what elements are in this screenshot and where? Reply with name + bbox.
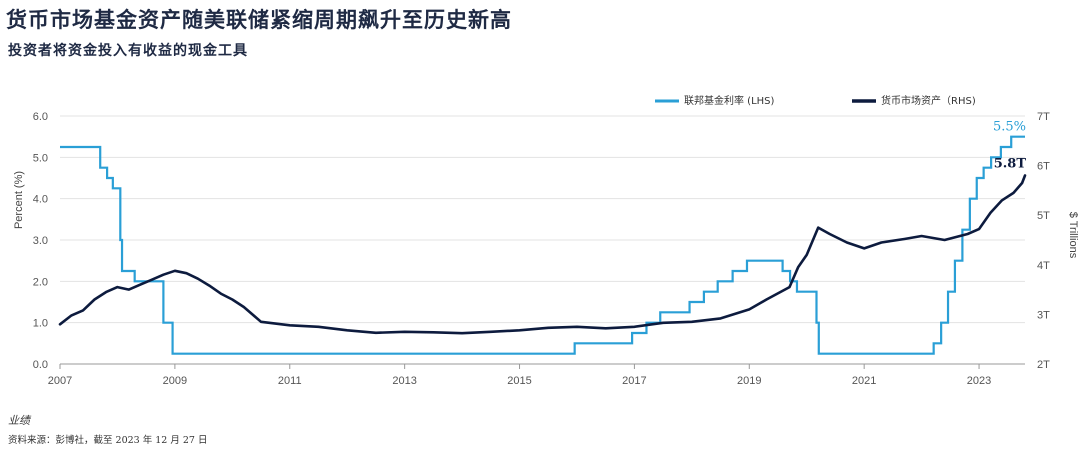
y-tick-right: 3T [1037,309,1050,321]
data-series: 5.5% 5.8T [58,120,1027,355]
y-axis-label-right: $ Trillions [1067,212,1079,259]
page-subtitle: 投资者将资金投入有收益的现金工具 [8,43,248,59]
legend-label-fed: 联邦基金利率 (LHS) [684,94,775,107]
end-label-mmf: 5.8T [994,157,1027,172]
x-tick-label: 2011 [278,375,302,387]
y-tick-left: 2.0 [33,276,48,288]
y-tick-right: 5T [1037,210,1050,222]
y-tick-left: 0.0 [33,359,48,371]
y-tick-left: 6.0 [33,111,48,123]
y-tick-right: 6T [1037,161,1050,173]
y-tick-right: 7T [1037,111,1050,123]
x-tick-label: 2013 [392,375,416,387]
legend-label-mmf: 货币市场资产（RHS) [881,94,976,107]
footer-label: 业绩 [8,414,30,427]
x-tick-label: 2009 [163,375,187,387]
y-axis-label-left: Percent (%) [13,171,25,229]
y-tick-left: 1.0 [33,318,48,330]
grid-lines [59,115,1025,369]
chart: 0.0 1.0 2.0 3.0 4.0 5.0 6.0 2T 3T 4T 5T 6T 7T 2007 200… [13,94,1079,387]
x-tick-label: 2021 [852,375,876,387]
tick-labels: 0.0 1.0 2.0 3.0 4.0 5.0 6.0 2T 3T 4T 5T 6T 7T 2007 200… [33,111,1050,387]
x-tick-label: 2015 [507,375,531,387]
y-tick-left: 4.0 [33,194,48,206]
series-line-fed [60,135,1025,355]
y-tick-right: 4T [1037,260,1050,272]
footer-source: 资料来源：彭博社，截至 2023 年 12 月 27 日 [8,435,208,446]
end-label-fed: 5.5% [993,120,1026,135]
x-tick-label: 2019 [737,375,761,387]
x-tick-label: 2017 [622,375,646,387]
y-tick-left: 5.0 [33,152,48,164]
series-line-mmf [58,174,1027,335]
y-tick-left: 3.0 [33,235,48,247]
page-title: 货币市场基金资产随美联储紧缩周期飙升至历史新高 [6,7,512,32]
x-tick-label: 2007 [48,375,72,387]
x-tick-label: 2023 [967,375,991,387]
legend: 联邦基金利率 (LHS) 货币市场资产（RHS) [655,94,976,107]
y-tick-right: 2T [1037,359,1050,371]
